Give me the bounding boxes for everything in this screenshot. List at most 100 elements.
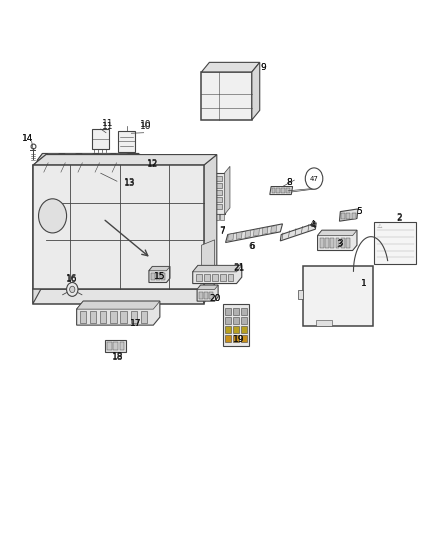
- Polygon shape: [262, 227, 268, 235]
- Bar: [225, 308, 231, 315]
- Bar: [199, 292, 203, 299]
- Polygon shape: [198, 173, 225, 214]
- Polygon shape: [61, 154, 76, 159]
- Polygon shape: [254, 229, 259, 236]
- Polygon shape: [112, 154, 127, 159]
- Ellipse shape: [101, 155, 104, 158]
- Bar: [228, 274, 233, 281]
- Bar: [201, 176, 222, 181]
- Polygon shape: [149, 266, 170, 271]
- Text: 16: 16: [66, 275, 77, 284]
- Ellipse shape: [92, 302, 97, 308]
- Text: 7: 7: [219, 227, 225, 236]
- Bar: [320, 238, 324, 248]
- Bar: [303, 266, 373, 326]
- Text: 9: 9: [260, 63, 266, 71]
- Text: 7: 7: [219, 226, 226, 235]
- Text: 12: 12: [147, 160, 158, 168]
- Polygon shape: [201, 240, 215, 280]
- Polygon shape: [220, 214, 224, 220]
- Ellipse shape: [84, 155, 87, 158]
- Text: ⚠: ⚠: [377, 224, 382, 229]
- Bar: [201, 197, 222, 202]
- Bar: [374, 222, 416, 264]
- Bar: [341, 213, 345, 219]
- Text: 20: 20: [210, 294, 221, 303]
- Text: 5: 5: [356, 207, 362, 216]
- Text: 14: 14: [22, 134, 33, 143]
- Text: 21: 21: [233, 264, 244, 272]
- Text: 6: 6: [249, 242, 255, 251]
- Bar: [286, 188, 290, 193]
- Bar: [325, 238, 329, 248]
- Ellipse shape: [118, 155, 121, 158]
- Polygon shape: [252, 62, 260, 120]
- Bar: [123, 154, 140, 164]
- Circle shape: [39, 199, 67, 233]
- Text: 10: 10: [140, 122, 151, 131]
- Bar: [204, 292, 208, 299]
- Bar: [233, 308, 239, 315]
- Bar: [204, 274, 210, 281]
- Text: 19: 19: [233, 335, 244, 344]
- Text: 18: 18: [112, 353, 123, 361]
- Polygon shape: [270, 187, 293, 195]
- Polygon shape: [271, 225, 276, 233]
- Text: 20: 20: [210, 294, 221, 303]
- Polygon shape: [37, 154, 139, 160]
- Polygon shape: [33, 165, 204, 289]
- Bar: [141, 311, 147, 323]
- Polygon shape: [225, 166, 230, 214]
- Polygon shape: [37, 154, 139, 172]
- Bar: [241, 317, 247, 324]
- Bar: [105, 340, 126, 352]
- Circle shape: [205, 101, 212, 110]
- Polygon shape: [245, 230, 251, 238]
- Polygon shape: [280, 223, 316, 241]
- Bar: [281, 188, 285, 193]
- Polygon shape: [204, 155, 217, 304]
- Text: 13: 13: [124, 179, 135, 188]
- Polygon shape: [237, 232, 242, 239]
- Text: 8: 8: [286, 179, 292, 187]
- Text: 47: 47: [310, 175, 318, 182]
- Bar: [330, 238, 334, 248]
- Bar: [134, 156, 138, 162]
- Bar: [341, 238, 345, 248]
- Polygon shape: [228, 233, 233, 241]
- Bar: [80, 311, 86, 323]
- Polygon shape: [206, 214, 209, 220]
- Bar: [110, 311, 117, 323]
- Bar: [196, 274, 202, 281]
- Ellipse shape: [113, 302, 117, 308]
- Bar: [223, 304, 249, 346]
- Polygon shape: [298, 290, 303, 299]
- Ellipse shape: [82, 302, 87, 308]
- Bar: [131, 311, 137, 323]
- Polygon shape: [318, 230, 357, 251]
- Polygon shape: [339, 209, 358, 221]
- Text: 4: 4: [310, 220, 315, 229]
- Text: 17: 17: [130, 319, 141, 328]
- Circle shape: [67, 282, 78, 296]
- Polygon shape: [201, 62, 260, 72]
- Bar: [124, 156, 128, 162]
- Bar: [120, 311, 127, 323]
- Bar: [352, 213, 356, 219]
- Text: 14: 14: [22, 134, 33, 143]
- Polygon shape: [33, 289, 204, 304]
- Bar: [225, 326, 231, 333]
- Bar: [201, 204, 222, 209]
- Bar: [156, 273, 160, 280]
- Text: 1: 1: [360, 279, 367, 287]
- Polygon shape: [193, 265, 242, 272]
- Text: 5: 5: [356, 207, 362, 215]
- Ellipse shape: [123, 302, 127, 308]
- Text: 3: 3: [336, 240, 343, 248]
- Text: 3: 3: [337, 239, 343, 248]
- Bar: [233, 326, 239, 333]
- Bar: [220, 274, 226, 281]
- Bar: [120, 342, 124, 350]
- Polygon shape: [77, 301, 160, 309]
- Bar: [151, 273, 155, 280]
